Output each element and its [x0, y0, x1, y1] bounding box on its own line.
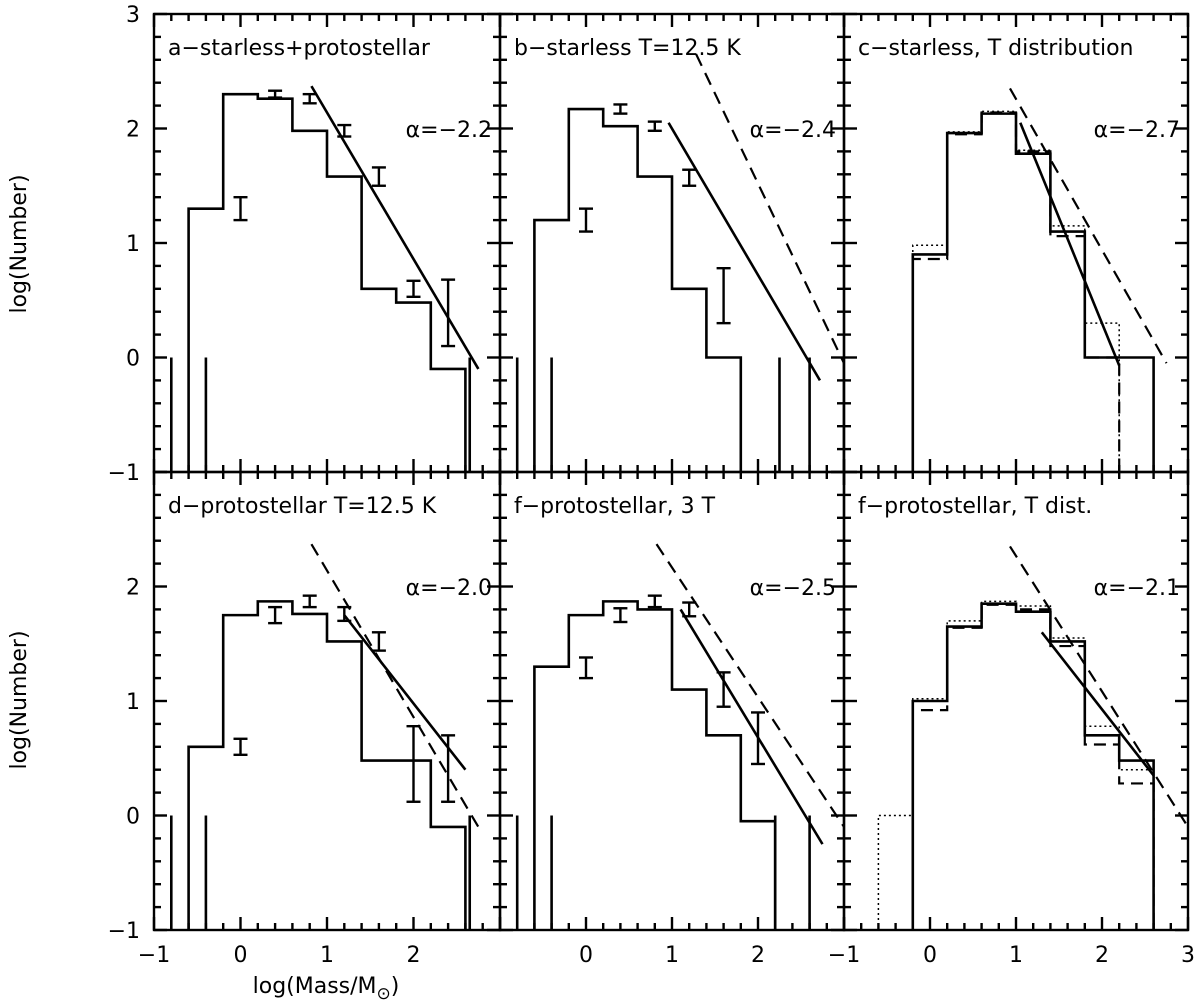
error-bar [302, 594, 317, 609]
error-bar [647, 120, 662, 132]
error-bar [371, 631, 386, 652]
x-tick-label: 0 [579, 943, 593, 968]
x-tick-label: 0 [923, 943, 937, 968]
panel-frame [842, 12, 1190, 474]
y-tick-label: 2 [126, 118, 140, 143]
x-axis-label: log(Mass/M⊙) [253, 974, 400, 1004]
alpha-slope-label: α=−2.0 [406, 576, 492, 601]
x-tick-label: 2 [1095, 943, 1109, 968]
panel-title: d−protostellar T=12.5 K [168, 494, 437, 519]
x-tick-label: 2 [751, 943, 765, 968]
y-tick-label: −1 [108, 461, 140, 486]
plot-area-e [515, 543, 844, 930]
error-bar [579, 207, 593, 233]
histogram-histogram [533, 600, 777, 930]
alpha-slope-label: α=−2.7 [1094, 118, 1180, 143]
histogram-histogram [533, 107, 743, 472]
histogram-alternate-2 [912, 110, 1120, 472]
error-bar [613, 103, 628, 115]
histogram-alternate-1 [911, 111, 1121, 472]
x-tick-label: 0 [234, 943, 248, 968]
y-tick-label: −1 [108, 919, 140, 944]
histogram-alternate-2 [912, 600, 1155, 930]
x-tick-label: −1 [138, 943, 170, 968]
x-tick-label: 1 [1009, 943, 1023, 968]
panel-a: −1 0 1 2 3 a−starless+protostellar α=−2.2 [108, 3, 502, 486]
error-bar [337, 123, 352, 138]
fit-line-dashed [655, 543, 844, 828]
y-axis-label-top: log(Number) [7, 174, 32, 313]
error-bar [268, 89, 283, 99]
panel-title: c−starless, T distribution [858, 36, 1134, 61]
error-bar [302, 92, 317, 105]
y-tick-label: 2 [126, 576, 140, 601]
panel-f: −1 0 1 2 3 f−protostellar, T dist. α=−2.1 [828, 470, 1195, 968]
panel-d: −1 0 1 2 −1 0 1 2 d−protostellar T=12.5 K α=−2.0 [108, 470, 502, 968]
alpha-slope-label: α=−2.4 [750, 118, 836, 143]
panel-e: 0 1 2 f−protostellar, 3 T α=−2.5 [498, 470, 846, 968]
fit-line-solid [343, 614, 467, 771]
error-bar [613, 607, 628, 624]
y-axis-label-bottom: log(Number) [7, 630, 32, 769]
fit-line-solid [679, 608, 824, 845]
error-bar [579, 656, 593, 680]
fit-line-solid [1040, 631, 1155, 777]
panel-title: a−starless+protostellar [168, 36, 431, 61]
error-bar [233, 737, 248, 757]
x-tick-label: 2 [407, 943, 421, 968]
y-tick-label: 0 [126, 805, 140, 830]
error-bar [233, 195, 248, 222]
y-tick-label: 1 [126, 690, 140, 715]
panel-b: b−starless T=12.5 K α=−2.4 [498, 12, 846, 474]
y-tick-label: 3 [126, 3, 140, 28]
y-tick-label: 0 [126, 347, 140, 372]
y-tick-label: 1 [126, 232, 140, 257]
histogram-histogram [911, 112, 1155, 472]
error-bar [441, 278, 456, 348]
error-bar [682, 168, 697, 187]
plot-area-d [170, 543, 480, 930]
histogram-extra-bin [877, 814, 914, 930]
plot-area-a [170, 85, 480, 472]
alpha-slope-label: α=−2.1 [1094, 576, 1180, 601]
alpha-slope-label: α=−2.2 [406, 118, 492, 143]
error-bar [371, 166, 386, 187]
fit-line-dashed [310, 543, 480, 828]
fit-line-dashed [695, 53, 844, 364]
fit-line-dashed [1009, 545, 1188, 828]
histogram-histogram [187, 600, 467, 930]
panel-title: f−protostellar, T dist. [858, 494, 1092, 519]
plot-area-c [911, 87, 1168, 472]
alpha-slope-label: α=−2.5 [750, 576, 836, 601]
plot-area-f [877, 545, 1188, 930]
panel-title: b−starless T=12.5 K [514, 36, 741, 61]
error-bar [406, 724, 421, 803]
fit-line-solid [667, 122, 822, 382]
panel-title: f−protostellar, 3 T [514, 494, 716, 519]
fit-line-solid [310, 85, 480, 370]
error-bar [406, 279, 421, 299]
panel-frame [842, 470, 1190, 932]
x-tick-label: 1 [320, 943, 334, 968]
x-tick-label: −1 [828, 943, 860, 968]
histogram-histogram [187, 92, 467, 472]
fit-line-solid [1019, 122, 1121, 367]
fit-line-dashed [1009, 87, 1168, 364]
histogram-alternate-1 [911, 603, 1155, 930]
error-bar [268, 605, 283, 625]
x-tick-label: 1 [665, 943, 679, 968]
error-bar [716, 266, 731, 325]
error-bar [647, 594, 662, 609]
panel-c: c−starless, T distribution α=−2.7 [842, 12, 1190, 474]
histogram-histogram [911, 602, 1155, 930]
plot-area-b [515, 53, 844, 472]
x-tick-label: 3 [1181, 943, 1195, 968]
